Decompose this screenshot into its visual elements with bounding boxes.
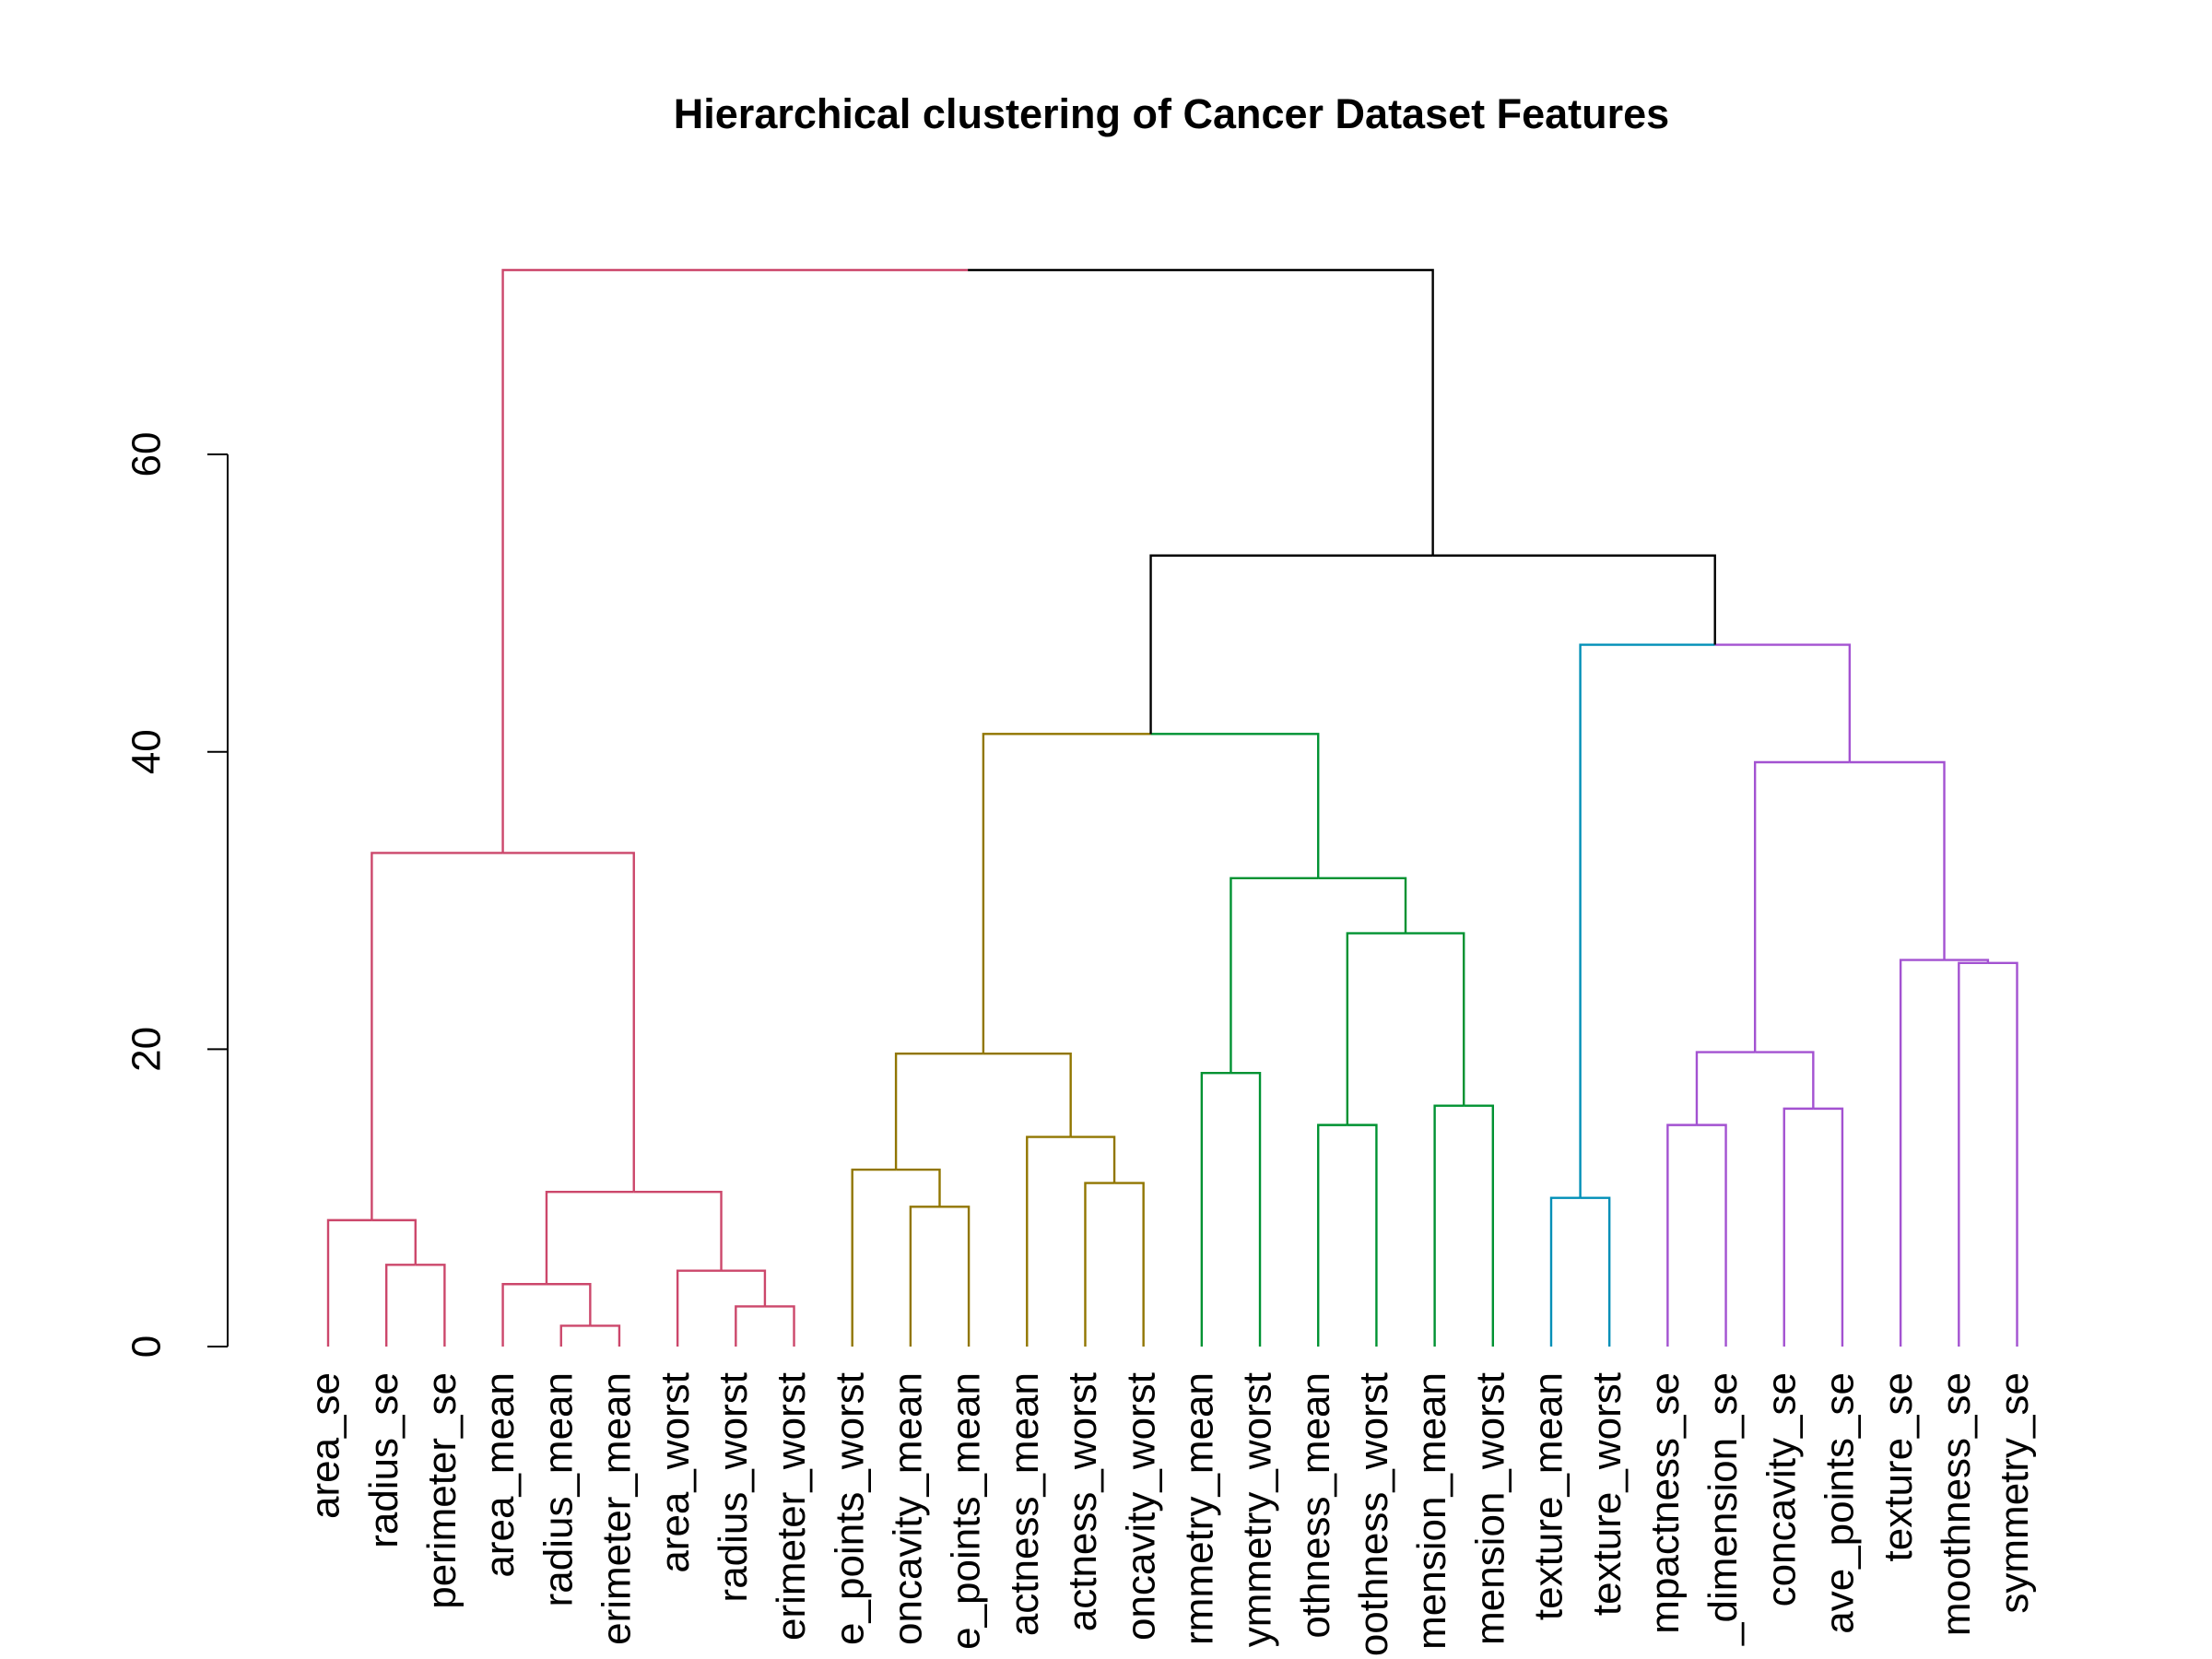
branch: [1714, 643, 1852, 762]
leaf-label: actness_worst: [1060, 1372, 1105, 1631]
branch: [909, 1206, 940, 1347]
branch: [545, 1191, 634, 1285]
leaf-label: texture_mean: [1526, 1372, 1571, 1620]
branch: [1433, 1104, 1465, 1347]
branch: [1346, 932, 1406, 1125]
branch: [982, 1052, 1072, 1137]
branch: [1432, 554, 1716, 645]
y-tick-label: 60: [124, 432, 170, 477]
branch: [501, 268, 969, 853]
branch: [1580, 1196, 1611, 1347]
branch: [1114, 1182, 1145, 1347]
leaf-label: area_worst: [653, 1372, 698, 1573]
branch: [1579, 643, 1715, 1198]
leaf-label: e_points_mean: [944, 1372, 989, 1650]
leaf-label: radius_worst: [711, 1372, 756, 1602]
branch: [559, 1324, 591, 1347]
branch: [894, 1052, 983, 1171]
leaf-label: radius_mean: [535, 1372, 581, 1606]
branch: [590, 1324, 621, 1347]
branch: [735, 1305, 765, 1347]
leaf-label: concavity_se: [1759, 1372, 1804, 1606]
leaf-label: rmmetry_mean: [1176, 1372, 1221, 1645]
leaf-label: area_mean: [477, 1372, 523, 1578]
leaf-label: oothness_worst: [1351, 1372, 1396, 1656]
branch: [1944, 959, 1990, 963]
leaf-label: actness_mean: [1002, 1372, 1047, 1636]
branch: [982, 733, 1151, 1054]
leaf-label: oncavity_worst: [1118, 1372, 1163, 1641]
branch: [1230, 1071, 1262, 1347]
leaf-label: erimeter_mean: [594, 1372, 640, 1645]
branch: [326, 1218, 372, 1347]
branch: [1783, 1107, 1814, 1347]
branch: [1899, 959, 1945, 1347]
leaf-label: texture_se: [1876, 1372, 1921, 1561]
leaf-label: othness_mean: [1293, 1372, 1338, 1639]
branch: [1549, 1196, 1581, 1347]
branch: [1084, 1182, 1115, 1347]
branch: [1695, 1051, 1756, 1125]
branch: [502, 852, 635, 1193]
branch: [1666, 1124, 1697, 1347]
leaf-label: texture_worst: [1584, 1372, 1630, 1616]
branch: [1696, 1124, 1727, 1347]
branch: [676, 1269, 722, 1347]
y-tick-label: 0: [124, 1335, 170, 1358]
leaf-label: mension_worst: [1467, 1372, 1512, 1645]
branch: [1149, 554, 1433, 735]
branch: [1755, 1051, 1815, 1109]
branch: [1317, 1124, 1347, 1347]
leaf-label: symmetry_se: [1992, 1372, 2037, 1614]
branch: [384, 1264, 416, 1347]
branch: [851, 1168, 897, 1347]
branch: [1813, 1107, 1844, 1347]
branch: [1150, 733, 1320, 878]
leaf-label: ave_points_se: [1818, 1372, 1863, 1634]
branch: [1347, 1124, 1378, 1347]
branch: [1070, 1135, 1116, 1183]
branch: [1987, 961, 2018, 1347]
branch: [1464, 1104, 1494, 1347]
branch: [1849, 760, 1946, 960]
branch: [371, 1218, 417, 1265]
y-tick-label: 40: [124, 729, 170, 774]
branch: [501, 1283, 547, 1347]
branch: [546, 1283, 592, 1326]
branch: [1230, 877, 1319, 1074]
leaf-label: _dimension_se: [1700, 1372, 1746, 1646]
branch: [968, 268, 1434, 556]
leaf-label: mension_mean: [1409, 1372, 1454, 1650]
leaf-label: radius_se: [361, 1372, 406, 1548]
leaf-label: area_se: [303, 1372, 348, 1519]
branch: [764, 1305, 795, 1347]
leaf-label: perimeter_se: [419, 1372, 465, 1609]
branch: [1026, 1135, 1071, 1347]
branch: [415, 1264, 446, 1347]
branch: [721, 1269, 767, 1307]
chart-title: Hierarchical clustering of Cancer Datase…: [674, 90, 1669, 137]
leaf-label: moothness_se: [1934, 1372, 1979, 1636]
leaf-label: oncavity_mean: [886, 1372, 931, 1645]
branch: [1753, 760, 1850, 1053]
branch: [939, 1206, 971, 1347]
branch: [1406, 932, 1465, 1106]
branch: [633, 1191, 723, 1271]
branch: [896, 1168, 941, 1207]
branch: [371, 852, 503, 1220]
leaf-label: erimeter_worst: [769, 1372, 814, 1641]
branch: [1200, 1071, 1231, 1347]
leaf-label: ymmetry_worst: [1235, 1372, 1280, 1647]
leaf-label: e_points_worst: [827, 1372, 872, 1645]
leaf-label: mpactness_se: [1642, 1372, 1688, 1634]
branch: [1958, 961, 1988, 1347]
branch: [1318, 877, 1407, 934]
y-tick-label: 20: [124, 1027, 170, 1072]
